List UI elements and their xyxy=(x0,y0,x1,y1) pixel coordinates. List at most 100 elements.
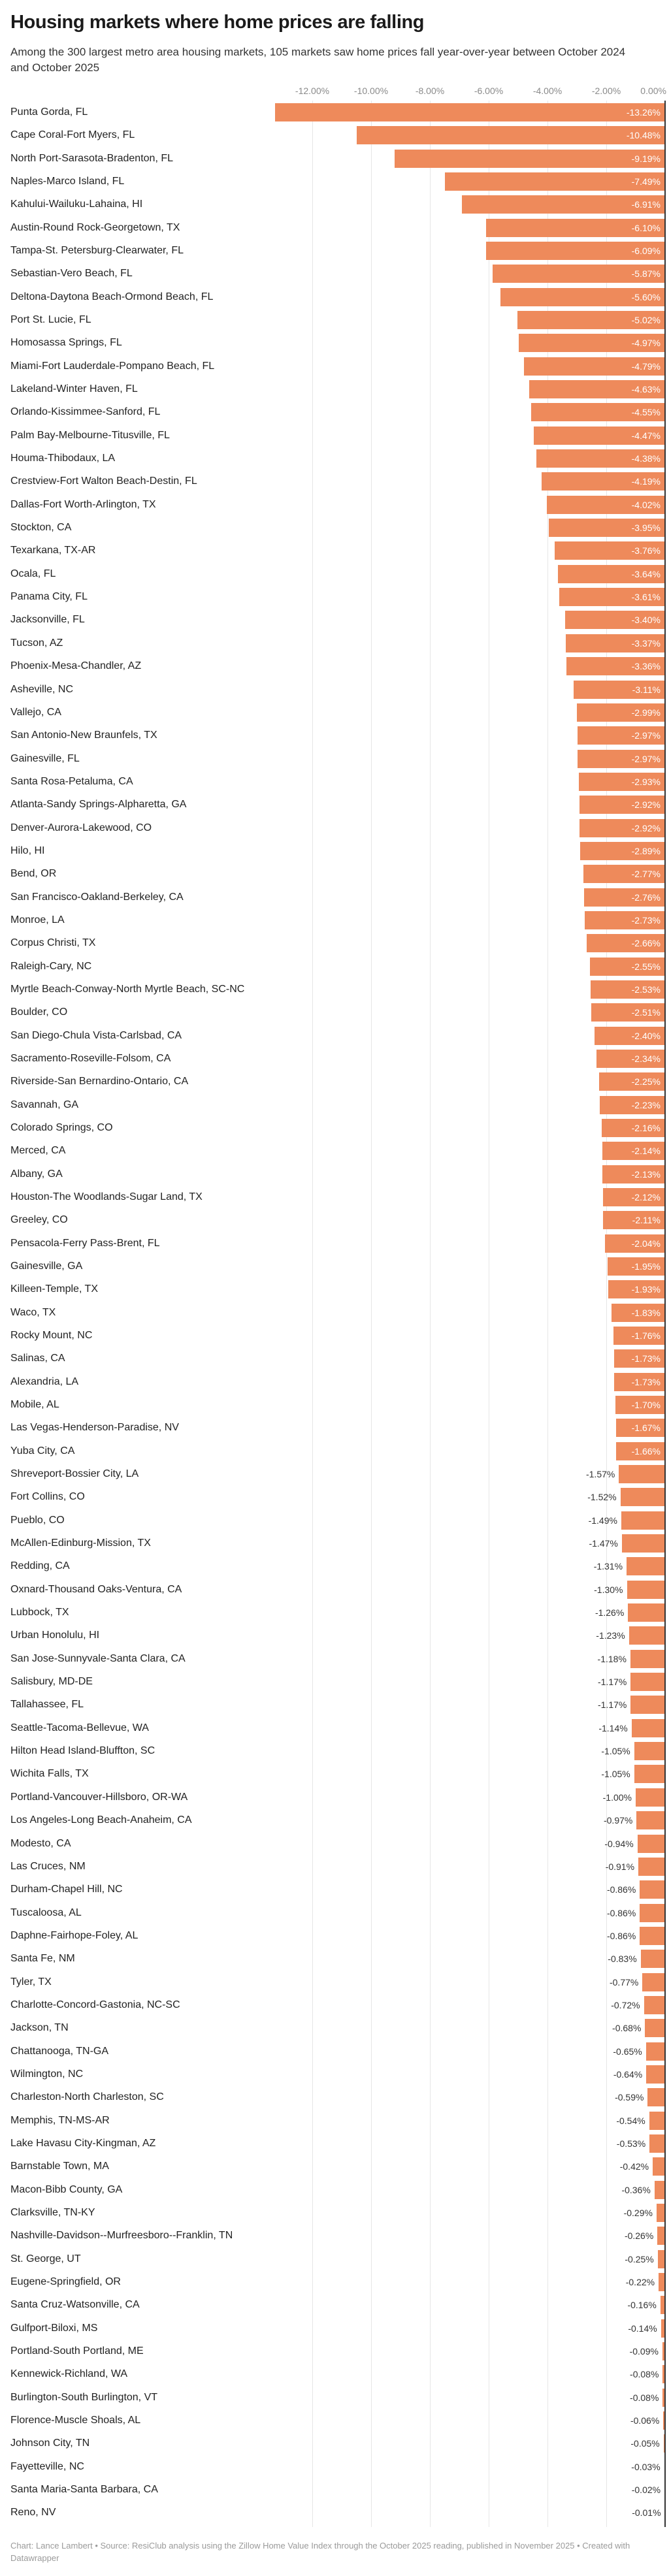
value-label: -0.36% xyxy=(621,2184,651,2195)
value-label: -0.29% xyxy=(623,2207,653,2218)
category-label: Tampa-St. Petersburg-Clearwater, FL xyxy=(10,245,184,257)
category-label: Seattle-Tacoma-Bellevue, WA xyxy=(10,1722,149,1733)
category-label: Santa Maria-Santa Barbara, CA xyxy=(10,2484,158,2496)
bar xyxy=(634,1765,665,1784)
value-label: -2.40% xyxy=(631,1030,661,1041)
value-label: -4.97% xyxy=(631,338,661,349)
category-label: Gainesville, FL xyxy=(10,752,80,764)
value-label: -0.16% xyxy=(627,2300,657,2311)
category-label: Ocala, FL xyxy=(10,568,56,579)
category-label: Homosassa Springs, FL xyxy=(10,337,122,349)
value-label: -1.31% xyxy=(593,1561,623,1572)
category-label: Phoenix-Mesa-Chandler, AZ xyxy=(10,660,142,672)
bar xyxy=(660,2296,665,2315)
bar xyxy=(608,1257,665,1276)
category-label: Lakeland-Winter Haven, FL xyxy=(10,383,138,395)
value-label: -7.49% xyxy=(631,176,661,187)
category-label: Santa Cruz-Watsonville, CA xyxy=(10,2299,140,2311)
bar xyxy=(661,2319,665,2338)
category-label: Los Angeles-Long Beach-Anaheim, CA xyxy=(10,1814,192,1826)
bar xyxy=(636,1811,665,1830)
category-label: Jackson, TN xyxy=(10,2022,69,2034)
bar xyxy=(621,1511,665,1530)
value-label: -3.61% xyxy=(631,592,661,603)
bar xyxy=(631,1718,665,1737)
value-label: -9.19% xyxy=(631,153,661,164)
value-label: -6.09% xyxy=(631,246,661,257)
bar xyxy=(628,1626,665,1645)
category-label: Shreveport-Bossier City, LA xyxy=(10,1468,139,1480)
x-tick-label: -4.00% xyxy=(532,86,563,96)
bar xyxy=(558,564,665,583)
value-label: -2.97% xyxy=(631,730,661,741)
category-label: Raleigh-Cary, NC xyxy=(10,960,92,972)
value-label: -4.02% xyxy=(631,499,661,510)
gridline xyxy=(371,101,372,2527)
x-tick-label: -6.00% xyxy=(474,86,504,96)
value-label: -1.30% xyxy=(594,1584,623,1595)
value-label: -0.53% xyxy=(616,2138,646,2149)
value-label: -2.93% xyxy=(631,776,661,787)
bar xyxy=(492,265,665,283)
category-label: Clarksville, TN-KY xyxy=(10,2206,95,2218)
bar xyxy=(500,287,665,306)
bar xyxy=(531,403,665,422)
category-label: Memphis, TN-MS-AR xyxy=(10,2114,110,2126)
bar xyxy=(566,657,665,676)
value-label: -0.77% xyxy=(609,1976,639,1988)
value-label: -1.95% xyxy=(631,1261,661,1272)
bar xyxy=(583,865,665,884)
value-label: -1.14% xyxy=(598,1722,628,1733)
value-label: -2.12% xyxy=(631,1191,661,1202)
value-label: -0.54% xyxy=(616,2115,645,2126)
bar xyxy=(601,1118,665,1137)
value-label: -1.47% xyxy=(589,1538,618,1549)
bar xyxy=(640,1903,665,1922)
category-label: Hilo, HI xyxy=(10,845,45,856)
category-label: Sacramento-Roseville-Folsom, CA xyxy=(10,1052,171,1064)
category-label: Fort Collins, CO xyxy=(10,1491,85,1503)
gridline xyxy=(430,101,431,2527)
value-label: -4.47% xyxy=(631,430,661,441)
bar xyxy=(599,1095,665,1114)
category-label: Corpus Christi, TX xyxy=(10,937,96,949)
value-label: -1.73% xyxy=(631,1376,661,1387)
bar xyxy=(613,1327,665,1345)
category-label: Denver-Aurora-Lakewood, CO xyxy=(10,822,152,833)
value-label: -3.64% xyxy=(631,568,661,579)
value-label: -1.17% xyxy=(597,1699,627,1711)
bar xyxy=(565,611,665,630)
chart-title: Housing markets where home prices are fa… xyxy=(10,12,425,33)
category-label: Rocky Mount, NC xyxy=(10,1330,93,1342)
category-label: Florence-Muscle Shoals, AL xyxy=(10,2415,141,2426)
bar xyxy=(615,1419,665,1438)
category-label: Palm Bay-Melbourne-Titusville, FL xyxy=(10,429,170,441)
bar xyxy=(634,1742,665,1761)
bar xyxy=(659,2272,665,2291)
value-label: -0.14% xyxy=(628,2323,657,2334)
category-label: Cape Coral-Fort Myers, FL xyxy=(10,129,135,141)
category-label: Jacksonville, FL xyxy=(10,614,85,626)
category-label: Macon-Bibb County, GA xyxy=(10,2183,123,2195)
bar xyxy=(602,1142,665,1161)
value-label: -3.40% xyxy=(631,615,661,626)
category-label: Redding, CA xyxy=(10,1560,70,1572)
category-label: Las Vegas-Henderson-Paradise, NV xyxy=(10,1422,179,1434)
value-label: -2.16% xyxy=(631,1122,661,1133)
category-label: Yuba City, CA xyxy=(10,1445,75,1457)
gridline xyxy=(606,101,607,2527)
value-label: -1.00% xyxy=(602,1792,632,1803)
value-label: -2.34% xyxy=(631,1053,661,1064)
bar xyxy=(542,472,665,491)
category-label: Charleston-North Charleston, SC xyxy=(10,2091,164,2103)
bar xyxy=(554,541,665,560)
value-label: -1.93% xyxy=(631,1284,661,1295)
category-label: Panama City, FL xyxy=(10,591,88,603)
category-label: Austin-Round Rock-Georgetown, TX xyxy=(10,221,180,233)
bar xyxy=(640,1950,665,1969)
category-label: Santa Rosa-Petaluma, CA xyxy=(10,775,133,787)
value-label: -6.91% xyxy=(631,199,661,210)
bar xyxy=(595,1026,665,1045)
category-label: Houma-Thibodaux, LA xyxy=(10,453,116,464)
bar xyxy=(529,380,665,399)
